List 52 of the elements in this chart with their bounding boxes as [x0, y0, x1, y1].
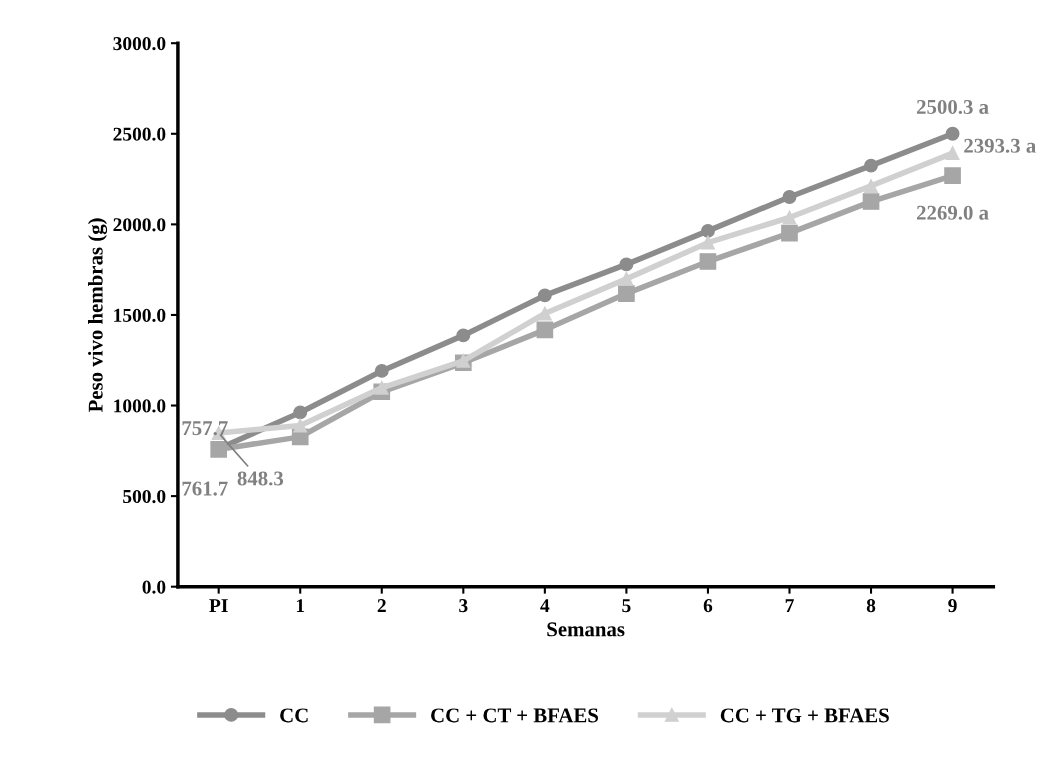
point: [700, 223, 715, 238]
point: [862, 193, 880, 210]
point: [945, 146, 960, 161]
point: [374, 380, 389, 395]
x-tick-label: PI: [209, 599, 228, 612]
legend-label: CC: [280, 708, 308, 723]
point: [781, 224, 798, 242]
y-tick-label: 0.0: [142, 580, 166, 594]
point: [537, 288, 552, 303]
point: [293, 405, 308, 420]
data-label: 761.7: [182, 481, 228, 496]
point: [619, 271, 634, 286]
point: [619, 257, 634, 272]
point: [782, 210, 797, 225]
x-axis-title: Semanas: [547, 622, 625, 637]
point: [944, 167, 961, 184]
x-tick-label: 6: [703, 599, 713, 613]
data-label: 2500.3 a: [916, 99, 989, 115]
point: [374, 363, 389, 378]
y-tick-label: 2500.0: [113, 127, 166, 141]
point: [537, 306, 552, 321]
x-tick-label: 3: [459, 599, 468, 613]
point: [700, 235, 715, 250]
data-label: 2269.0 a: [916, 205, 989, 220]
point: [618, 285, 635, 302]
data-label: 2393.3 a: [964, 138, 1036, 153]
y-tick-label: 500.0: [123, 489, 166, 504]
point: [699, 253, 717, 270]
data-label: 848.3: [237, 471, 284, 486]
point: [864, 179, 878, 193]
point: [456, 328, 471, 343]
x-tick-label: 4: [540, 599, 550, 612]
x-tick-label: 8: [866, 599, 876, 613]
legend-label: CC + TG + BFAES: [720, 708, 889, 723]
x-tick-label: 5: [622, 599, 631, 613]
x-tick-label: 7: [785, 599, 794, 612]
x-tick-label: 1: [296, 599, 305, 612]
point: [945, 126, 960, 141]
legend-label: CC + CT + BFAES: [431, 708, 599, 723]
point: [536, 321, 554, 339]
point: [456, 353, 471, 368]
point: [293, 418, 308, 433]
y-tick-label: 1000.0: [114, 399, 166, 413]
y-axis-title: Peso vivo hembras (g): [88, 218, 108, 413]
point: [864, 158, 878, 173]
data-label: 757.7: [182, 421, 228, 436]
y-tick-label: 3000.0: [113, 37, 166, 51]
y-tick-label: 1500.0: [114, 308, 166, 322]
y-tick-label: 2000.0: [113, 218, 166, 232]
x-tick-label: 2: [377, 599, 386, 612]
x-tick-label: 9: [948, 599, 957, 613]
point: [782, 190, 797, 204]
